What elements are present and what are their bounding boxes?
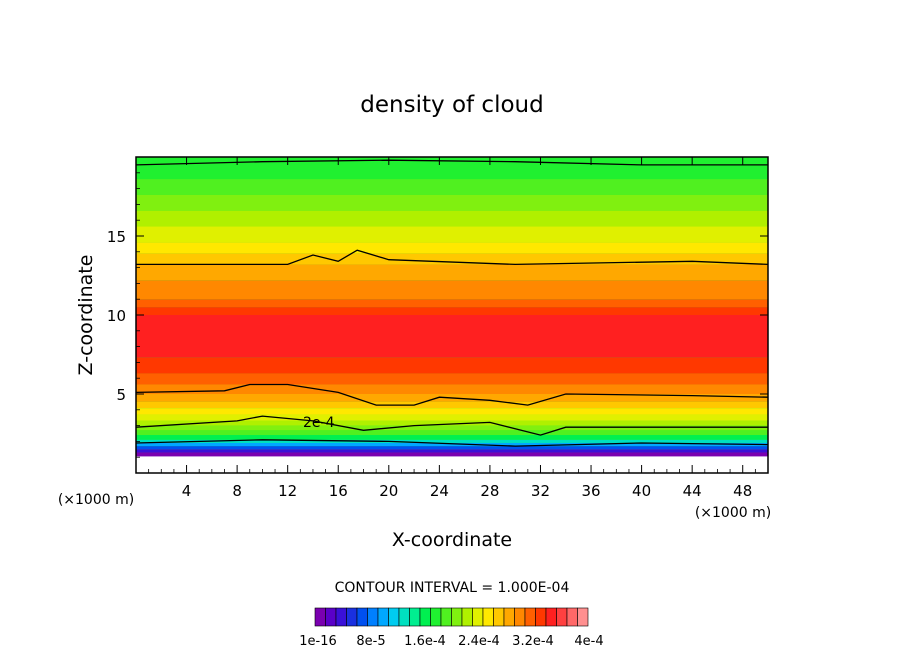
x-axis-ticks: 4 8 12 16 20 24 28 32 36 40 44 48 <box>148 157 756 500</box>
contour-band <box>136 442 768 447</box>
contour-band <box>136 384 768 394</box>
colorbar-label: 2.4e-4 <box>458 634 500 649</box>
contour-band <box>136 299 768 308</box>
contour-band <box>136 242 768 254</box>
band-empty <box>136 456 768 473</box>
contour-band <box>136 449 768 453</box>
chart-title: density of cloud <box>360 92 543 118</box>
colorbar-label: 1.6e-4 <box>404 634 446 649</box>
colorbar-swatch <box>377 607 389 627</box>
contour-band <box>136 179 768 195</box>
x-unit-right: (×1000 m) <box>695 505 771 521</box>
contour-line <box>135 439 769 447</box>
x-tick-label: 24 <box>430 482 449 500</box>
contour-lines <box>135 159 769 447</box>
x-tick-label: 16 <box>329 482 348 500</box>
x-tick-label: 4 <box>182 482 192 500</box>
y-tick-label: 5 <box>116 386 126 404</box>
contour-band <box>136 425 768 431</box>
x-tick-label: 12 <box>278 482 297 500</box>
contour-band <box>136 253 768 265</box>
colorbar-swatch <box>314 607 326 627</box>
colorbar-swatch <box>566 607 578 627</box>
x-tick-label: 40 <box>632 482 651 500</box>
contour-band <box>136 373 768 385</box>
colorbar-swatch <box>524 607 536 627</box>
contour-line <box>136 249 769 266</box>
colorbar-swatch <box>472 607 484 627</box>
colorbar-labels: 1e-16 8e-5 1.6e-4 2.4e-4 3.2e-4 4e-4 <box>299 634 603 649</box>
colorbar-swatch <box>388 607 400 627</box>
y-axis-title: Z-coordinate <box>75 255 97 376</box>
colorbar-swatch <box>325 607 337 627</box>
contour-band <box>136 210 768 227</box>
x-tick-label: 20 <box>379 482 398 500</box>
colorbar-label: 3.2e-4 <box>512 634 554 649</box>
colorbar-label: 4e-4 <box>574 634 603 649</box>
contour-band <box>136 435 768 440</box>
colorbar-swatch <box>419 607 431 627</box>
y-axis-ticks: 5 10 15 <box>107 172 768 458</box>
contour-band <box>136 163 768 180</box>
colorbar-swatch <box>461 607 473 627</box>
y-tick-label: 10 <box>107 307 126 325</box>
colorbar-swatch <box>398 607 410 627</box>
colorbar-label: 8e-5 <box>356 634 385 649</box>
colorbar-swatch <box>482 607 494 627</box>
contour-line <box>135 383 769 406</box>
contour-band <box>136 414 768 421</box>
colorbar-swatch <box>440 607 452 627</box>
colorbar-swatch <box>535 607 547 627</box>
contour-line <box>135 415 768 436</box>
contour-band <box>136 430 768 436</box>
contour-line <box>135 159 768 166</box>
contour-band <box>136 357 768 374</box>
contour-band <box>136 420 768 426</box>
x-axis-title: X-coordinate <box>392 529 512 551</box>
colorbar-swatch <box>503 607 515 627</box>
contour-band <box>136 401 768 409</box>
contour-band <box>136 264 768 281</box>
contour-band <box>136 408 768 415</box>
colorbar <box>314 607 589 627</box>
contour-band <box>136 307 768 315</box>
contour-interval-text: CONTOUR INTERVAL = 1.000E-04 <box>335 580 570 596</box>
colorbar-swatch <box>346 607 358 627</box>
colorbar-label: 1e-16 <box>299 634 337 649</box>
contour-fill-bands <box>136 157 768 473</box>
colorbar-swatch <box>556 607 568 627</box>
colorbar-swatch <box>430 607 442 627</box>
colorbar-swatch <box>409 607 421 627</box>
x-tick-label: 48 <box>733 482 752 500</box>
x-tick-label: 28 <box>480 482 499 500</box>
x-tick-label: 32 <box>531 482 550 500</box>
x-tick-label: 44 <box>683 482 702 500</box>
contour-band <box>136 194 768 211</box>
colorbar-swatch <box>545 607 557 627</box>
contour-band <box>136 439 768 443</box>
colorbar-swatch <box>451 607 463 627</box>
contour-band <box>136 226 768 243</box>
x-tick-label: 36 <box>581 482 600 500</box>
x-unit-left: (×1000 m) <box>58 492 134 508</box>
colorbar-swatch <box>577 607 589 627</box>
contour-label: 2e-4 <box>303 415 335 431</box>
y-tick-label: 15 <box>107 228 126 246</box>
contour-band <box>136 446 768 450</box>
colorbar-swatch <box>367 607 379 627</box>
colorbar-swatch <box>356 607 368 627</box>
x-tick-label: 8 <box>232 482 242 500</box>
colorbar-swatch <box>493 607 505 627</box>
contour-band <box>136 280 768 300</box>
colorbar-swatch <box>335 607 347 627</box>
contour-band <box>136 315 768 358</box>
colorbar-swatch <box>514 607 526 627</box>
